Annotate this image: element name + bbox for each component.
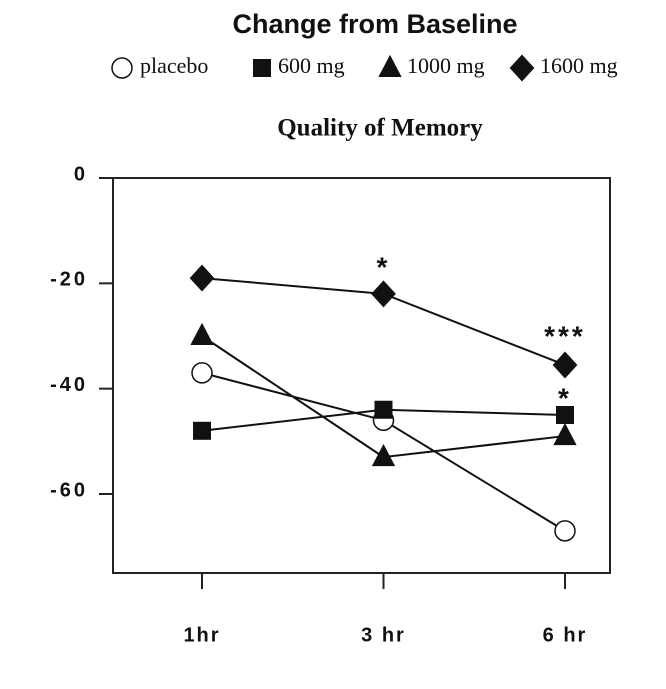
data-point: [191, 362, 213, 384]
legend-label: 1600 mg: [540, 53, 618, 78]
y-tick-label: -40: [50, 374, 88, 396]
x-tick-label: 6 hr: [543, 624, 588, 646]
data-point: [552, 351, 578, 379]
plot-frame: [112, 177, 611, 574]
data-point: [371, 443, 396, 467]
chart-title: Change from Baseline: [232, 9, 517, 39]
data-point: [189, 264, 215, 292]
legend-marker: [253, 59, 271, 77]
legend-label: 1000 mg: [407, 53, 485, 78]
data-point: [190, 322, 214, 345]
data-point: [554, 520, 576, 542]
legend-marker: [509, 54, 535, 82]
y-tick-label: -60: [50, 479, 88, 501]
x-tick-label: 3 hr: [361, 624, 406, 646]
annotation: *: [377, 251, 391, 282]
y-tick-label: -20: [50, 269, 88, 291]
annotation: *: [558, 382, 572, 413]
annotation: ***: [544, 320, 586, 351]
data-point: [371, 280, 396, 308]
data-point: [193, 421, 211, 440]
legend-label: placebo: [140, 53, 208, 78]
data-point: [553, 422, 577, 446]
chart-subtitle: Quality of Memory: [277, 115, 483, 142]
x-tick-label: 1hr: [183, 624, 220, 646]
legend-label: 600 mg: [278, 53, 345, 78]
legend-marker: [378, 54, 402, 77]
y-tick-label: 0: [74, 163, 88, 185]
legend-marker: [111, 57, 133, 79]
series-line: [201, 335, 566, 459]
data-point: [374, 400, 393, 419]
